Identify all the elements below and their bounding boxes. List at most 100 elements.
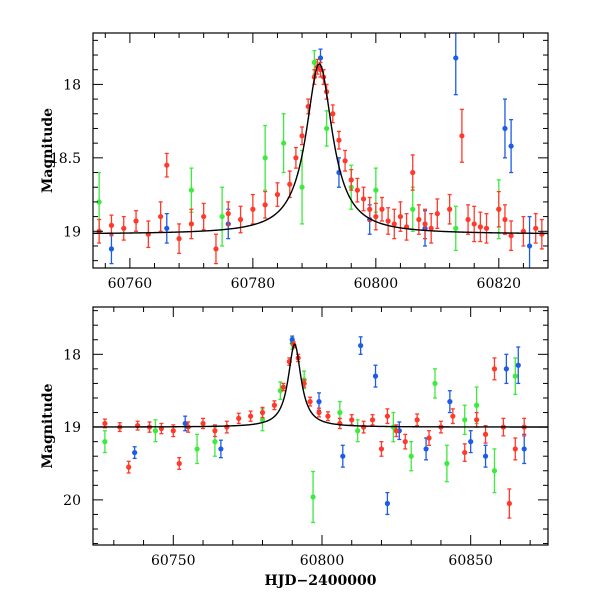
point-marker (508, 233, 514, 239)
data-point (361, 420, 367, 434)
point-marker (521, 446, 527, 452)
point-marker (194, 446, 200, 452)
data-point (259, 406, 266, 419)
point-marker (126, 464, 132, 470)
data-point (477, 211, 483, 243)
point-marker (293, 155, 299, 161)
data-point (391, 208, 397, 240)
point-marker (373, 213, 379, 220)
data-point (274, 182, 281, 207)
point-marker (355, 428, 361, 434)
point-marker (176, 460, 182, 467)
point-marker (354, 187, 360, 193)
data-point (108, 233, 115, 265)
point-marker (483, 225, 490, 231)
data-point (354, 177, 360, 203)
point-marker (444, 460, 450, 467)
data-point (224, 420, 230, 434)
y-tick-label: 20 (63, 493, 81, 509)
point-marker (213, 246, 219, 252)
point-marker (170, 428, 176, 434)
model-curve (93, 62, 548, 235)
point-marker (533, 225, 539, 231)
point-marker (477, 224, 483, 230)
data-point (482, 444, 489, 468)
point-marker (496, 206, 502, 212)
point-marker (299, 133, 305, 139)
point-marker (102, 439, 108, 445)
point-marker (121, 225, 127, 231)
point-marker (462, 417, 468, 423)
x-tick-label: 60800 (300, 553, 345, 569)
point-marker (453, 225, 459, 231)
data-point (164, 152, 170, 178)
point-marker (299, 184, 305, 190)
point-marker (337, 409, 343, 416)
point-marker (391, 221, 397, 227)
point-marker (330, 111, 336, 117)
point-marker (434, 211, 440, 217)
point-marker (402, 439, 408, 445)
point-marker (369, 417, 376, 423)
point-marker (274, 191, 281, 198)
point-marker (133, 218, 139, 224)
point-marker (311, 59, 317, 65)
point-marker (384, 500, 391, 507)
point-marker (259, 409, 266, 416)
point-marker (96, 199, 102, 205)
point-marker (201, 213, 207, 220)
point-marker (432, 380, 438, 387)
x-tick-label: 60750 (151, 553, 196, 569)
x-tick-label: 60820 (477, 276, 522, 292)
data-point (444, 444, 450, 483)
data-point (482, 424, 489, 444)
data-point (432, 368, 438, 399)
point-marker (325, 413, 331, 419)
point-marker (372, 373, 379, 379)
point-marker (482, 431, 489, 437)
data-point (468, 430, 474, 454)
point-marker (349, 417, 355, 423)
data-point (502, 98, 508, 159)
point-marker (262, 155, 268, 161)
point-marker (360, 196, 367, 202)
data-point (236, 412, 242, 425)
data-point (342, 149, 348, 172)
data-point (450, 408, 456, 425)
point-marker (158, 213, 164, 220)
axes-frame (92, 32, 549, 269)
data-point (515, 346, 521, 385)
point-marker (453, 55, 459, 61)
data-point (508, 220, 514, 252)
point-marker (237, 216, 244, 223)
point-marker (250, 206, 256, 212)
point-marker (219, 213, 225, 220)
y-axis-title: Magnitude (40, 108, 56, 193)
point-marker (200, 420, 206, 427)
data-point (423, 437, 429, 461)
x-tick-label: 60780 (231, 276, 276, 292)
data-point (219, 186, 225, 247)
point-marker (132, 449, 138, 456)
model-curve (93, 343, 548, 428)
data-point (414, 413, 420, 427)
data-point (158, 201, 164, 232)
data-point (170, 424, 176, 438)
point-marker (410, 206, 416, 212)
point-marker (316, 399, 322, 405)
data-point (408, 440, 414, 472)
data-point (348, 168, 354, 191)
point-marker (471, 221, 477, 227)
data-point (280, 382, 286, 392)
data-point (281, 113, 287, 174)
data-point (324, 110, 330, 147)
data-point (491, 357, 498, 381)
y-tick-label: 18 (63, 347, 81, 363)
point-marker (262, 202, 268, 208)
data-point (337, 417, 343, 430)
data-point (379, 196, 385, 222)
data-point (373, 202, 379, 231)
data-point (447, 390, 453, 414)
point-marker (373, 187, 379, 193)
